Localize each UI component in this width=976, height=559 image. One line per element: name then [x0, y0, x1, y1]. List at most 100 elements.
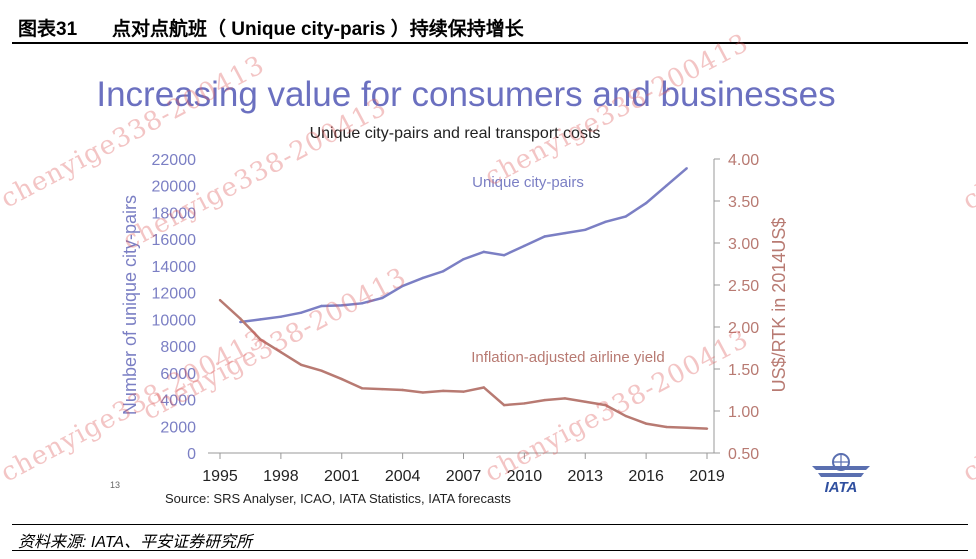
city-pairs-point-2011 — [543, 235, 546, 238]
city-pairs-point-2014 — [604, 220, 607, 224]
left-axis-tick-label-0: 0 — [187, 446, 196, 463]
footer-rule-bottom — [12, 550, 968, 551]
report-header: 图表31 点对点航班（ Unique city-paris ）持续保持增长 — [0, 0, 976, 44]
yield-point-2009 — [502, 403, 506, 407]
slide-page-number: 13 — [110, 480, 120, 490]
chart-source: Source: SRS Analyser, ICAO, IATA Statist… — [165, 491, 511, 506]
yield-point-2007 — [462, 390, 465, 393]
yield-point-2014 — [604, 403, 607, 407]
city-pairs-series-label: Unique city-pairs — [472, 174, 584, 191]
city-pairs-point-2009 — [502, 254, 506, 257]
city-pairs-point-2008 — [482, 250, 485, 254]
header-rule — [12, 42, 968, 44]
yield-point-2006 — [442, 389, 445, 393]
yield-point-2011 — [543, 398, 546, 402]
yield-point-1997 — [259, 338, 262, 341]
left-axis-tick-label-5: 10000 — [152, 312, 197, 329]
right-axis-ticks: 0.50 1.00 1.50 2.00 2.50 3.00 3.50 4.00 — [713, 152, 759, 463]
right-axis-tick-label-6: 3.50 — [728, 194, 759, 211]
left-axis-tick-label-1: 2000 — [160, 419, 196, 436]
left-axis-tick-label-2: 4000 — [160, 393, 196, 410]
yield-point-2018 — [685, 426, 688, 429]
source-note: 资料来源: IATA、平安证券研究所 — [18, 534, 253, 551]
x-axis-tick-label-2: 2001 — [324, 468, 360, 485]
x-axis-tick-label-8: 2019 — [689, 468, 725, 485]
yield-point-2013 — [584, 400, 587, 403]
x-axis-tick-label-1: 1998 — [263, 468, 299, 485]
city-pairs-point-2000 — [320, 304, 323, 308]
left-axis-tick-label-6: 12000 — [152, 286, 197, 303]
city-pairs-point-1997 — [259, 318, 262, 321]
yield-point-1996 — [239, 317, 242, 320]
right-axis-tick-label-1: 1.00 — [728, 404, 759, 421]
yield-point-2004 — [401, 388, 404, 392]
right-axis-tick-label-0: 0.50 — [728, 446, 759, 463]
yield-point-2005 — [421, 391, 425, 394]
city-pairs-point-2016 — [644, 201, 648, 205]
chart-subtitle: Unique city-pairs and real transport cos… — [310, 125, 601, 142]
chart-title: Increasing value for consumers and busin… — [96, 75, 835, 114]
city-pairs-points — [239, 167, 688, 324]
left-axis-ticks: 0 2000 4000 6000 8000 10000 12000 14000 16000 180… — [152, 152, 197, 463]
city-pairs-point-2004 — [401, 284, 404, 288]
right-axis-label: US$/RTK in 2014US$ — [769, 218, 789, 393]
figure-label: 图表31 — [18, 19, 78, 40]
yield-points — [218, 298, 709, 430]
city-pairs-point-2002 — [360, 302, 364, 305]
right-axis-tick-label-5: 3.00 — [728, 236, 759, 253]
yield-point-2000 — [320, 369, 323, 372]
yield-point-2001 — [340, 377, 343, 381]
right-axis-tick-label-2: 1.50 — [728, 362, 759, 379]
iata-logo: IATA — [812, 453, 870, 496]
city-pairs-point-2017 — [665, 184, 668, 187]
svg-text:IATA: IATA — [825, 479, 858, 496]
yield-point-2012 — [563, 397, 567, 400]
left-axis-label: Number of unique city-pairs — [120, 195, 140, 415]
city-pairs-point-1996 — [239, 320, 242, 324]
city-pairs-point-2010 — [523, 244, 526, 248]
city-pairs-point-2001 — [340, 304, 343, 307]
right-axis-tick-label-4: 2.50 — [728, 278, 759, 295]
left-axis-tick-label-7: 14000 — [152, 259, 197, 276]
yield-series-label: Inflation-adjusted airline yield — [471, 349, 664, 366]
yield-point-2016 — [644, 422, 648, 425]
yield-point-1999 — [299, 363, 303, 366]
city-pairs-point-2006 — [442, 270, 445, 273]
left-axis-tick-label-3: 6000 — [160, 366, 196, 383]
yield-point-1995 — [218, 298, 222, 302]
city-pairs-series-line — [240, 167, 688, 324]
right-axis-tick-label-3: 2.00 — [728, 320, 759, 337]
left-axis-tick-label-8: 16000 — [152, 232, 197, 249]
city-pairs-point-2015 — [624, 215, 628, 218]
figure-title: 点对点航班（ Unique city-paris ）持续保持增长 — [112, 19, 524, 40]
city-pairs-point-2005 — [421, 276, 425, 280]
yield-point-1998 — [279, 351, 283, 354]
x-axis-tick-label-7: 2016 — [628, 468, 664, 485]
footer-rule — [12, 524, 968, 525]
yield-point-2017 — [665, 425, 668, 429]
yield-point-2003 — [381, 387, 384, 391]
yield-point-2002 — [360, 387, 364, 390]
city-pairs-point-2003 — [381, 296, 384, 300]
x-axis-tick-label-0: 1995 — [202, 468, 238, 485]
city-pairs-point-2018 — [685, 167, 688, 170]
left-axis-tick-label-9: 18000 — [152, 205, 197, 222]
yield-point-2015 — [624, 414, 628, 418]
yield-point-2008 — [482, 386, 485, 389]
left-axis-tick-label-11: 22000 — [152, 152, 197, 169]
right-axis-tick-label-7: 4.00 — [728, 152, 759, 169]
city-pairs-point-1998 — [279, 315, 283, 318]
yield-point-2010 — [523, 402, 526, 405]
x-axis-tick-label-4: 2007 — [446, 468, 482, 485]
left-axis-tick-label-4: 8000 — [160, 339, 196, 356]
city-pairs-point-2013 — [584, 228, 587, 232]
yield-point-2019 — [705, 427, 709, 430]
city-pairs-point-2012 — [563, 231, 567, 235]
x-axis-ticks: 1995 1998 2001 2004 2007 2010 2013 2016 2019 — [202, 453, 725, 485]
x-axis-tick-label-6: 2013 — [567, 468, 603, 485]
city-pairs-point-2007 — [462, 258, 465, 261]
left-axis-tick-label-10: 20000 — [152, 179, 197, 196]
x-axis-tick-label-3: 2004 — [385, 468, 421, 485]
x-axis-tick-label-5: 2010 — [507, 468, 543, 485]
